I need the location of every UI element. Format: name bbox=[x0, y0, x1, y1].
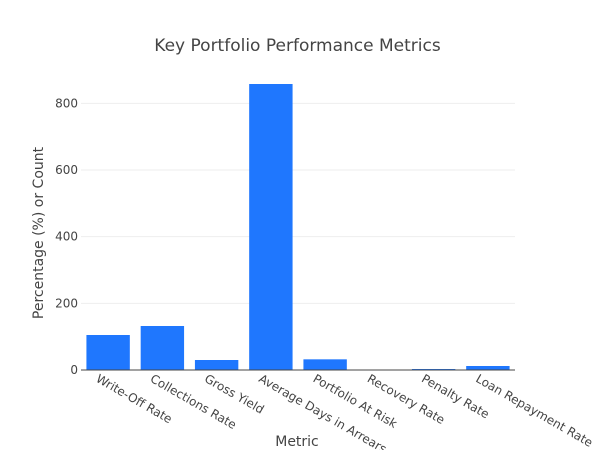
bar-average-days-in-arrears bbox=[249, 84, 293, 370]
x-axis-label: Metric bbox=[275, 434, 319, 450]
x-tick-label: Loan Repayment Rate bbox=[473, 371, 595, 449]
bar-portfolio-at-risk bbox=[303, 359, 347, 370]
y-tick-label: 200 bbox=[55, 296, 78, 310]
y-tick-label: 600 bbox=[55, 163, 78, 177]
gridlines bbox=[81, 102, 515, 304]
chart-title: Key Portfolio Performance Metrics bbox=[154, 36, 441, 56]
y-tick-label: 400 bbox=[55, 230, 78, 244]
bars bbox=[86, 84, 510, 370]
y-tick-labels: 0 200 400 600 800 bbox=[55, 96, 78, 377]
y-tick-label: 0 bbox=[70, 363, 78, 377]
bar-loan-repayment-rate bbox=[466, 366, 510, 370]
bar-collections-rate bbox=[140, 326, 185, 370]
bar-write-off-rate bbox=[86, 335, 130, 370]
y-axis-label: Percentage (%) or Count bbox=[31, 146, 47, 319]
bar-gross-yield bbox=[194, 360, 239, 370]
y-tick-label: 800 bbox=[55, 96, 78, 110]
